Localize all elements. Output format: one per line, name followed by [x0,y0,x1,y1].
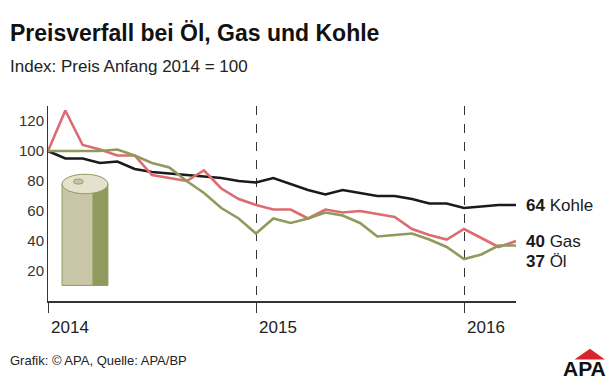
svg-text:64 Kohle: 64 Kohle [526,196,593,215]
svg-text:80: 80 [27,172,44,189]
svg-text:Grafik: © APA, Quelle: APA/BP: Grafik: © APA, Quelle: APA/BP [10,353,187,368]
svg-text:40: 40 [27,232,44,249]
svg-text:APA: APA [563,357,606,380]
svg-text:Preisverfall bei Öl, Gas und K: Preisverfall bei Öl, Gas und Kohle [10,20,379,46]
svg-text:2015: 2015 [259,318,297,337]
svg-text:120: 120 [19,112,44,129]
svg-text:Index: Preis Anfang 2014 = 100: Index: Preis Anfang 2014 = 100 [10,57,248,76]
svg-text:100: 100 [19,142,44,159]
svg-text:2014: 2014 [51,318,89,337]
svg-text:60: 60 [27,202,44,219]
svg-text:2016: 2016 [467,318,505,337]
svg-text:37 Öl: 37 Öl [526,252,567,271]
svg-text:20: 20 [27,262,44,279]
svg-text:40 Gas: 40 Gas [526,232,581,251]
